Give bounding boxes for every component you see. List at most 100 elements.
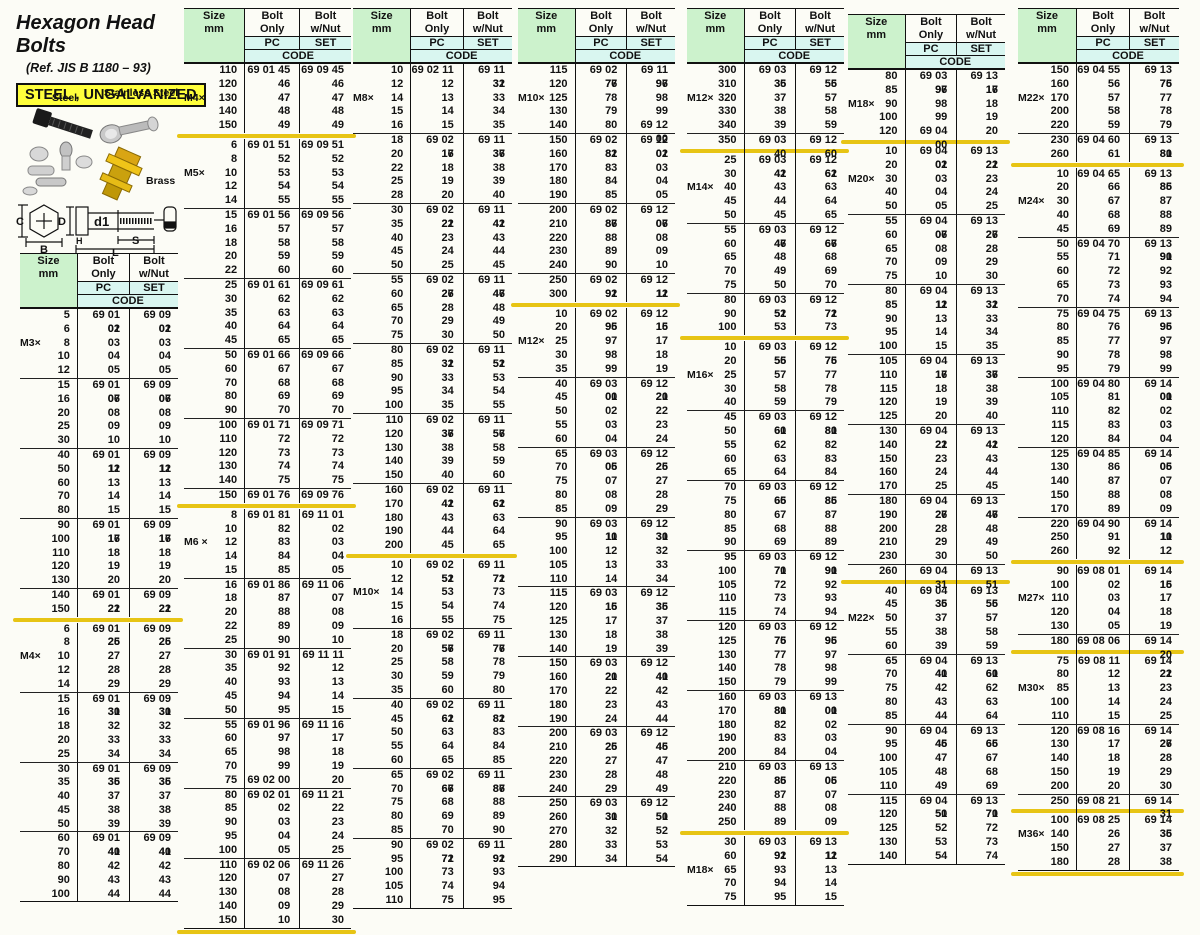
- table-row: 80 69 02 01 69 11 21: [184, 788, 351, 803]
- table-row: 120 37 57: [353, 427, 512, 442]
- set-code: 22: [129, 602, 178, 617]
- set-code: 79: [462, 670, 512, 685]
- table-row: 80 12 22: [1018, 668, 1179, 683]
- row-group: 200 69 03 25 69 12 45 210 26 46 220 27 47 230 28 48…: [518, 726, 675, 797]
- table-row: 30 59 79: [353, 670, 512, 685]
- yellow-separator: [1011, 809, 1184, 814]
- size-cell: 150: [384, 469, 404, 482]
- table-row: 14 29 29: [20, 677, 178, 692]
- set-code: 50: [462, 329, 512, 343]
- table-row: 70 74 94: [1018, 292, 1179, 307]
- size-cell: 75: [390, 796, 404, 809]
- bolt-wnut-2: w/Nut: [139, 268, 169, 280]
- size-cell: 70: [224, 760, 238, 773]
- set-code: 22: [956, 158, 1005, 173]
- table-row: 180 84 04: [518, 175, 675, 190]
- pc-code: 02: [244, 802, 299, 817]
- size-cell: 180: [549, 175, 568, 188]
- pc-code: 49: [244, 119, 299, 133]
- table-row: 55 62 82: [687, 438, 844, 453]
- pc-code: 19: [904, 396, 957, 411]
- set-code: 72: [462, 572, 512, 587]
- size-cell: 100: [218, 418, 238, 431]
- set-code: 60: [462, 469, 512, 483]
- size-cell: 200: [1050, 105, 1069, 118]
- set-code: 69 14 15: [1129, 564, 1179, 593]
- pc-code: 59: [410, 670, 462, 685]
- table-row: 75 69 08 11 69 14 21: [1018, 654, 1179, 683]
- set-code: 47: [462, 287, 512, 302]
- set-code: 33: [626, 558, 675, 573]
- table-row: 40 93 13: [184, 676, 351, 691]
- pc-code: 74: [410, 880, 462, 895]
- dim-h-label: H: [76, 236, 83, 246]
- pc-code: 29: [410, 315, 462, 330]
- table-row: 90 69 08 01 69 14 15: [1018, 564, 1179, 593]
- table-row: 140 22 42: [848, 438, 1005, 453]
- pc-code: 72: [1075, 265, 1129, 279]
- set-code: 94: [1129, 292, 1179, 307]
- table-row: 12 12 32: [353, 77, 512, 92]
- set-code: 08: [626, 231, 675, 246]
- table-row: 12 52 72: [353, 572, 512, 587]
- size-cell: 6: [63, 622, 70, 635]
- set-code: 05: [626, 189, 675, 203]
- size-cell: 80: [390, 343, 404, 356]
- set-code: 97: [626, 77, 675, 92]
- table-row: 260 92 12: [1018, 545, 1179, 559]
- table-row: 180 82 02: [687, 718, 844, 733]
- table-header: Size mm Bolt Only Bolt w/Nut PC SET CODE: [20, 253, 178, 309]
- size-cell: 80: [885, 284, 898, 297]
- row-group: 120 69 08 16 69 14 26 130 17 27 140 18 28 150 19 29…: [1018, 723, 1179, 794]
- pc-code: 69 03 15: [574, 587, 627, 616]
- table-row: 150 10 30: [184, 913, 351, 928]
- row-group: 95 69 03 70 69 12 90 100 71 91 105 72 92 110 73 93 1…: [687, 550, 844, 621]
- table-row: 170 83 03: [518, 161, 675, 176]
- set-code: 76: [795, 354, 844, 369]
- set-code: 48: [299, 105, 351, 120]
- size-cell: 160: [718, 691, 737, 704]
- set-code: 34: [129, 747, 178, 762]
- set-code: 69 12 50: [626, 797, 675, 826]
- bolt-only-header: Bolt Only: [244, 9, 299, 36]
- bolt-only-header: Bolt Only: [1075, 9, 1129, 36]
- pc-code: 58: [1075, 105, 1129, 120]
- set-code: 18: [1129, 606, 1179, 621]
- size-cell: 25: [57, 420, 70, 433]
- set-code: 54: [462, 385, 512, 400]
- size-cell: 40: [57, 790, 70, 803]
- set-code: 67: [795, 237, 844, 252]
- pc-code: 64: [244, 320, 299, 335]
- set-code: 28: [956, 242, 1005, 257]
- pc-code: 69 02 36: [410, 413, 462, 442]
- table-row: 120 69 03 75 69 12 95: [687, 621, 844, 649]
- size-cell: 200: [879, 522, 898, 535]
- size-cell: 70: [885, 256, 898, 269]
- set-code: 69 14 10: [1129, 517, 1179, 546]
- pc-code: 78: [574, 91, 627, 106]
- bolt-wnut-1: Bolt: [477, 10, 499, 22]
- pc-code: 77: [743, 648, 796, 663]
- pc-code: 59: [244, 250, 299, 265]
- row-group: 90 69 01 16 69 09 16 100 17 17 110 18 18 120 19 19 1…: [20, 517, 178, 588]
- pc-code: 48: [904, 766, 957, 780]
- set-code: 19: [1129, 620, 1179, 634]
- set-code: 14: [299, 690, 351, 704]
- size-cell: 90: [885, 724, 898, 737]
- size-cell: 50: [224, 348, 238, 361]
- table-row: 125 69 04 85 69 14 05: [1018, 447, 1179, 476]
- set-code: 90: [462, 824, 512, 838]
- table-header: Size mm Bolt Only Bolt w/Nut PC SET CODE: [184, 8, 351, 64]
- set-code: 27: [956, 228, 1005, 243]
- row-group: 10 69 02 11 69 11 31 12 12 32 M8× 14 13 33 15 14 34 1…: [353, 64, 512, 133]
- thread-prefix: M4×: [20, 650, 41, 663]
- table-row: 150 49 49: [184, 119, 351, 133]
- pc-code: 47: [743, 237, 796, 252]
- pc-code: 69 08 06: [1075, 634, 1129, 663]
- pc-code: 28: [1075, 855, 1129, 870]
- pc-code: 35: [410, 399, 462, 413]
- set-code: 17: [129, 532, 178, 547]
- set-code: 15: [795, 891, 844, 906]
- table-row: 60 63 83: [687, 452, 844, 467]
- pc-code: 49: [743, 265, 796, 279]
